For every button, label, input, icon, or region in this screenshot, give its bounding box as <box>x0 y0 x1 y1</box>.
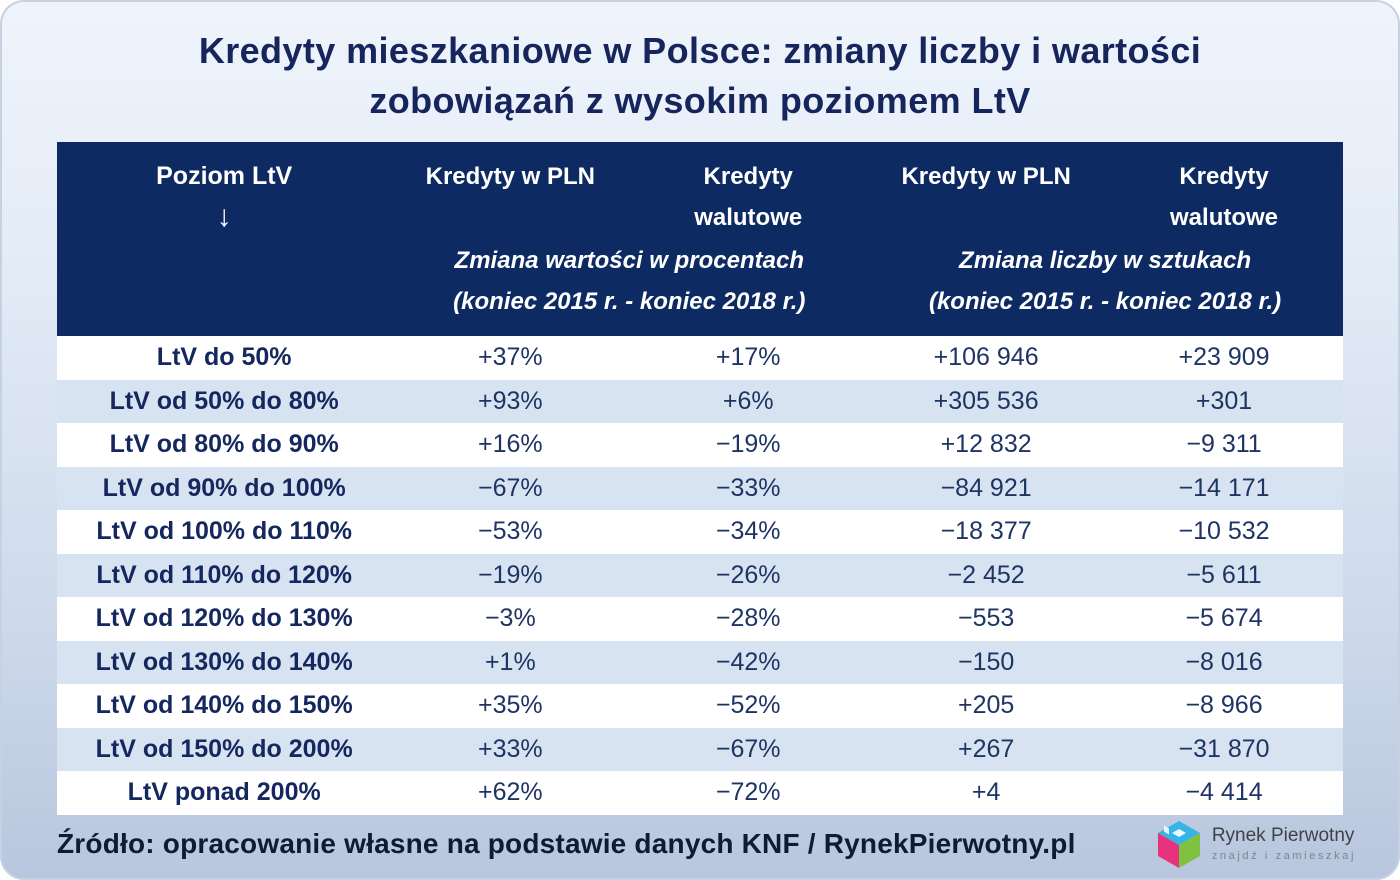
value-cell: +62% <box>477 778 543 807</box>
value-cell: −19% <box>477 560 543 589</box>
table-row: LtV od 120% do 130% −3% −28% −553 −5 674 <box>57 597 1343 641</box>
value-cell: −84 921 <box>940 473 1032 502</box>
group-header-value-change: Zmiana wartości w procentach (koniec 201… <box>391 240 867 322</box>
value-cell: −34% <box>715 517 781 546</box>
value-cell: −5 611 <box>1186 560 1262 589</box>
value-cell: −18 377 <box>940 517 1032 546</box>
value-cell: −4 414 <box>1185 778 1263 807</box>
table-row: LtV od 150% do 200% +33% −67% +267 −31 870 <box>57 727 1343 771</box>
value-cell: +35% <box>477 691 543 720</box>
table-row: LtV od 130% do 140% +1% −42% −150 −8 016 <box>57 640 1343 684</box>
rynek-pierwotny-cube-icon <box>1157 820 1200 868</box>
source-note: Źródło: opracowanie własne na podstawie … <box>57 827 1076 859</box>
table-row: LtV od 50% do 80% +93% +6% +305 536 +301 <box>57 379 1343 423</box>
value-cell: −8 966 <box>1185 691 1263 720</box>
value-cell: +33% <box>477 734 543 763</box>
ltv-range-label: LtV od 100% do 110% <box>96 517 352 546</box>
value-cell: +17% <box>715 343 781 372</box>
ltv-range-label: LtV od 130% do 140% <box>95 647 353 676</box>
value-cell: −31 870 <box>1178 734 1270 763</box>
ltv-range-label: LtV od 80% do 90% <box>109 430 339 459</box>
column-header-count-pln: Kredyty w PLN <box>901 163 1071 190</box>
value-cell: −9 311 <box>1186 430 1262 459</box>
column-header-value-pln: Kredyty w PLN <box>425 163 595 190</box>
table-header: Poziom LtV ↓ Kredyty w PLN Kredyty walut… <box>57 142 1343 336</box>
brand-text: Rynek Pierwotny znajdź i zamieszkaj <box>1212 825 1356 862</box>
title-line-2: zobowiązań z wysokim poziomem LtV <box>369 80 1031 121</box>
value-cell: −67% <box>477 473 543 502</box>
ltv-range-label: LtV od 50% do 80% <box>109 386 339 415</box>
table-row: LtV od 140% do 150% +35% −52% +205 −8 966 <box>57 684 1343 728</box>
column-header-value-fx: Kredyty walutowe <box>629 156 867 238</box>
group-header-count-period: (koniec 2015 r. - koniec 2018 r.) <box>928 288 1282 315</box>
value-cell: +4 <box>971 778 1001 807</box>
ltv-range-label: LtV ponad 200% <box>127 778 321 807</box>
ltv-range-label: LtV od 120% do 130% <box>95 604 353 633</box>
value-cell: +106 946 <box>933 343 1039 372</box>
value-cell: −19% <box>715 430 781 459</box>
ltv-column-title: Poziom LtV <box>156 162 293 190</box>
table-row: LtV ponad 200% +62% −72% +4 −4 414 <box>57 771 1343 815</box>
column-header-count-fx: Kredyty walutowe <box>1105 156 1343 238</box>
table-row: LtV do 50% +37% +17% +106 946 +23 909 <box>57 336 1343 380</box>
value-cell: −52% <box>715 691 781 720</box>
value-cell: +301 <box>1195 386 1253 415</box>
value-cell: −42% <box>715 647 781 676</box>
value-cell: −150 <box>957 647 1015 676</box>
value-cell: +23 909 <box>1178 343 1270 372</box>
value-cell: +205 <box>957 691 1015 720</box>
value-cell: −72% <box>715 778 781 807</box>
value-cell: −553 <box>957 604 1015 633</box>
value-cell: +37% <box>477 343 543 372</box>
value-cell: −8 016 <box>1185 647 1263 676</box>
value-cell: −28% <box>715 604 781 633</box>
column-header-count-fx-label: Kredyty walutowe <box>1170 163 1279 231</box>
value-cell: −33% <box>715 473 781 502</box>
value-cell: −10 532 <box>1178 517 1270 546</box>
value-cell: −53% <box>477 517 543 546</box>
table-body: LtV do 50% +37% +17% +106 946 +23 909 LtV od … <box>57 336 1343 815</box>
group-header-count-change: Zmiana liczby w sztukach (koniec 2015 r.… <box>867 240 1343 322</box>
column-header-value-fx-label: Kredyty walutowe <box>694 163 803 231</box>
value-cell: +93% <box>477 386 543 415</box>
value-cell: +1% <box>484 647 536 676</box>
ltv-range-label: LtV od 140% do 150% <box>95 691 353 720</box>
value-cell: +6% <box>722 386 774 415</box>
page-title: Kredyty mieszkaniowe w Polsce: zmiany li… <box>2 2 1398 126</box>
value-cell: +16% <box>477 430 543 459</box>
table-row: LtV od 90% do 100% −67% −33% −84 921 −14 171 <box>57 466 1343 510</box>
brand-logo: Rynek Pierwotny znajdź i zamieszkaj <box>1156 819 1356 869</box>
value-cell: −2 452 <box>947 560 1025 589</box>
group-header-value-title: Zmiana wartości w procentach <box>454 247 804 274</box>
title-line-1: Kredyty mieszkaniowe w Polsce: zmiany li… <box>198 30 1202 71</box>
ltv-range-label: LtV od 90% do 100% <box>102 473 346 502</box>
sort-down-arrow-icon: ↓ <box>216 200 232 233</box>
ltv-column-header: Poziom LtV ↓ <box>57 156 391 322</box>
ltv-range-label: LtV od 150% do 200% <box>95 734 353 763</box>
value-cell: −26% <box>715 560 781 589</box>
brand-tagline: znajdź i zamieszkaj <box>1211 850 1356 862</box>
group-header-value-period: (koniec 2015 r. - koniec 2018 r.) <box>453 288 806 315</box>
ltv-table: Poziom LtV ↓ Kredyty w PLN Kredyty walut… <box>57 142 1343 815</box>
table-row: LtV od 100% do 110% −53% −34% −18 377 −10 53… <box>57 510 1343 554</box>
group-header-count-title: Zmiana liczby w sztukach <box>959 247 1252 274</box>
footer: Źródło: opracowanie własne na podstawie … <box>2 815 1398 879</box>
value-cell: −14 171 <box>1178 473 1270 502</box>
value-cell: −67% <box>715 734 781 763</box>
value-cell: +305 536 <box>933 386 1039 415</box>
ltv-range-label: LtV od 110% do 120% <box>96 560 352 589</box>
brand-name: Rynek Pierwotny <box>1211 825 1355 846</box>
value-cell: +12 832 <box>940 430 1032 459</box>
value-cell: +267 <box>957 734 1015 763</box>
ltv-range-label: LtV do 50% <box>156 343 292 372</box>
value-cell: −5 674 <box>1185 604 1263 633</box>
table-row: LtV od 80% do 90% +16% −19% +12 832 −9 311 <box>57 423 1343 467</box>
value-cell: −3% <box>484 604 536 633</box>
table-row: LtV od 110% do 120% −19% −26% −2 452 −5 611 <box>57 553 1343 597</box>
